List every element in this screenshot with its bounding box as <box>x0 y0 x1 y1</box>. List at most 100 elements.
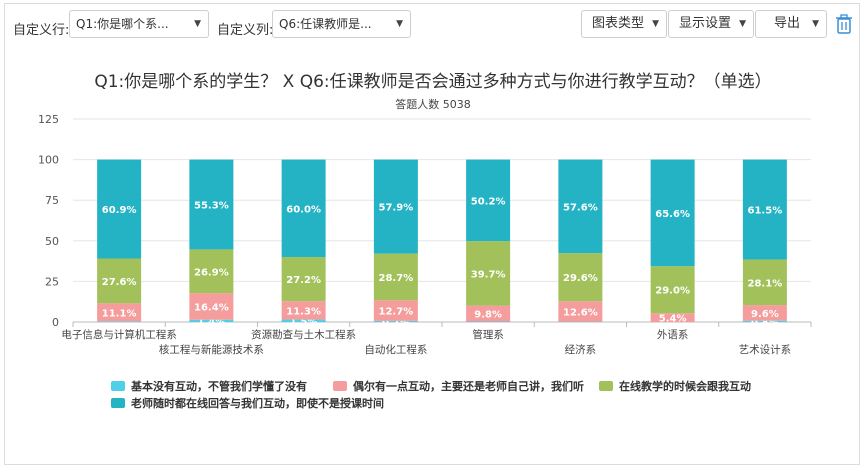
data-label: 27.2% <box>286 275 321 286</box>
data-label: 0.7% <box>382 317 410 328</box>
bar-segment <box>97 321 142 322</box>
bar-segment <box>466 159 511 242</box>
chart-subtitle: 答题人数 5038 <box>395 98 471 111</box>
data-label: 28.7% <box>379 273 414 284</box>
row-select[interactable]: Q1:你是哪个系... ▼ <box>69 10 209 38</box>
data-label: 16.4% <box>194 302 229 313</box>
x-category-label: 核工程与新能源技术系 <box>159 343 264 356</box>
bar-segment <box>466 305 511 322</box>
chevron-down-icon: ▼ <box>396 19 403 29</box>
bar-segment <box>281 159 326 258</box>
bar-segment <box>373 159 418 254</box>
legend-label: 偶尔有一点互动，主要还是老师自己讲，我们听 <box>353 380 584 393</box>
legend-swatch <box>599 381 613 391</box>
export-button[interactable]: 导出 ▼ <box>755 10 827 38</box>
y-tick-label: 100 <box>38 154 59 167</box>
data-label: 28.1% <box>748 278 783 289</box>
row-label: 自定义行: <box>13 23 70 38</box>
data-label: 9.6% <box>751 309 779 320</box>
data-label: 55.3% <box>194 201 229 212</box>
legend-item[interactable]: 偶尔有一点互动，主要还是老师自己讲，我们听 <box>333 380 584 394</box>
x-category-label: 经济系 <box>565 343 597 356</box>
bar-segment <box>742 320 787 322</box>
data-label: 9.8% <box>474 310 502 321</box>
bar-segment <box>97 303 142 322</box>
legend-label: 老师随时都在线回答与我们互动，即使不是授课时间 <box>131 397 384 410</box>
col-label: 自定义列: <box>217 23 274 38</box>
bar-segment <box>558 159 603 254</box>
legend-swatch <box>333 381 347 391</box>
chart-type-button[interactable]: 图表类型 ▼ <box>581 10 667 38</box>
chevron-down-icon: ▼ <box>194 19 201 29</box>
data-label: 1.5% <box>290 317 318 328</box>
data-label: 60.9% <box>102 205 137 216</box>
bar-segment <box>373 253 418 301</box>
bar-segment <box>742 305 787 321</box>
bar-segment <box>281 319 326 322</box>
legend-item[interactable]: 在线教学的时候会跟我互动 <box>599 380 751 394</box>
display-settings-button[interactable]: 显示设置 ▼ <box>668 10 754 38</box>
bar-segment <box>189 249 234 294</box>
legend-label: 基本没有互动，不管我们学懂了没有 <box>131 380 307 393</box>
chart-type-label: 图表类型 <box>592 16 645 31</box>
export-label: 导出 <box>774 16 801 31</box>
data-label: 11.1% <box>102 308 137 319</box>
x-category-label: 艺术设计系 <box>739 343 792 356</box>
bar-segment <box>466 241 511 306</box>
bar-segment <box>373 300 418 321</box>
bar-segment <box>189 293 234 320</box>
bar-segment <box>558 301 603 322</box>
chart-title: Q1:你是哪个系的学生？ X Q6:任课教师是否会通过多种方式与你进行教学互动？… <box>94 72 772 92</box>
bar-segment <box>97 258 142 304</box>
data-label: 12.6% <box>563 307 598 318</box>
bar-segment <box>189 159 234 250</box>
bar-segment <box>742 159 787 260</box>
data-label: 29.0% <box>655 286 690 297</box>
bar-segment <box>650 266 695 314</box>
x-category-label: 管理系 <box>472 328 504 341</box>
data-label: 12.7% <box>379 307 414 318</box>
legend-label: 在线教学的时候会跟我互动 <box>619 380 751 393</box>
chevron-down-icon: ▼ <box>739 19 746 29</box>
chevron-down-icon: ▼ <box>812 19 819 29</box>
stacked-bar-chart: 0 25 50 75 100 125 11.1% 27.6% 60.9% 电子信息与计算机工程系 1… <box>38 113 812 356</box>
bar-segment <box>650 159 695 267</box>
x-category-label: 电子信息与计算机工程系 <box>61 328 177 341</box>
data-label: 26.9% <box>194 267 229 278</box>
data-label: 65.6% <box>655 209 690 220</box>
chevron-down-icon: ▼ <box>652 19 659 29</box>
legend-swatch <box>111 398 125 408</box>
display-settings-label: 显示设置 <box>679 16 732 31</box>
bar-segment <box>558 253 603 302</box>
row-select-value: Q1:你是哪个系... <box>76 17 169 31</box>
data-label: 1.4% <box>198 317 226 328</box>
y-tick-label: 125 <box>38 113 59 126</box>
x-category-label: 外语系 <box>657 329 689 341</box>
data-label: 29.6% <box>563 273 598 284</box>
y-tick-label: 50 <box>45 235 59 248</box>
data-label: 39.7% <box>471 269 506 280</box>
bar-segment <box>281 301 326 320</box>
data-label: 57.9% <box>379 203 414 214</box>
data-label: 0.8% <box>751 317 779 328</box>
bar-segment <box>373 320 418 322</box>
data-label: 5.4% <box>659 314 687 325</box>
legend-item[interactable]: 基本没有互动，不管我们学懂了没有 <box>111 380 307 394</box>
legend-swatch <box>111 381 125 391</box>
data-label: 27.6% <box>102 277 137 288</box>
bar-segment <box>281 257 326 302</box>
y-tick-label: 25 <box>45 275 59 288</box>
bar-segment <box>189 319 234 322</box>
data-label: 11.3% <box>286 306 321 317</box>
col-select-value: Q6:任课教师是... <box>279 17 372 31</box>
legend-item[interactable]: 老师随时都在线回答与我们互动，即使不是授课时间 <box>111 397 384 411</box>
toolbar: 自定义行: Q1:你是哪个系... ▼ 自定义列: Q6:任课教师是... ▼ … <box>5 4 861 44</box>
data-label: 61.5% <box>748 206 783 217</box>
bar-segment <box>97 159 142 259</box>
y-tick-label: 75 <box>45 194 59 207</box>
trash-icon[interactable] <box>835 14 853 34</box>
data-label: 60.0% <box>286 204 321 215</box>
bar-segment <box>650 313 695 322</box>
col-select[interactable]: Q6:任课教师是... ▼ <box>272 10 411 38</box>
data-label: 57.6% <box>563 202 598 213</box>
